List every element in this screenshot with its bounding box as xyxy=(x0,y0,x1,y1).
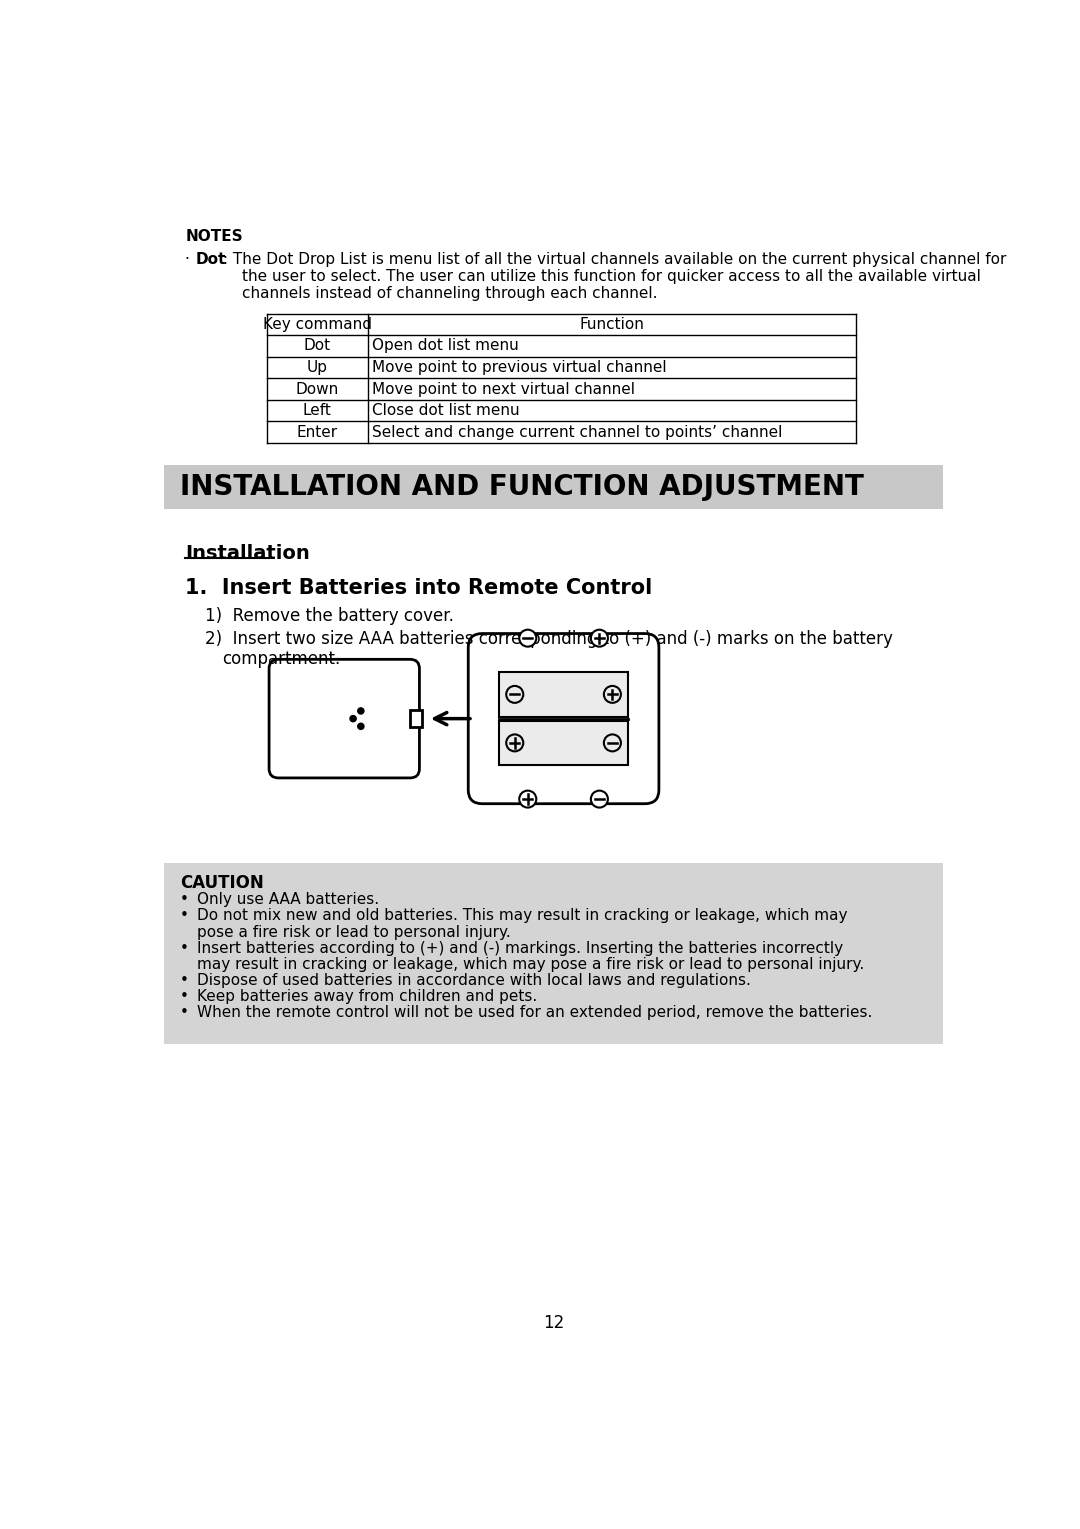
FancyBboxPatch shape xyxy=(469,633,659,804)
Circle shape xyxy=(604,687,621,703)
Text: 2)  Insert two size AAA batteries corresponding to (+) and (-) marks on the batt: 2) Insert two size AAA batteries corresp… xyxy=(205,630,893,648)
Text: Move point to next virtual channel: Move point to next virtual channel xyxy=(373,382,635,396)
Text: the user to select. The user can utilize this function for quicker access to all: the user to select. The user can utilize… xyxy=(242,269,981,284)
Circle shape xyxy=(591,630,608,647)
Text: Open dot list menu: Open dot list menu xyxy=(373,338,518,353)
Bar xyxy=(499,720,627,764)
Bar xyxy=(410,709,422,728)
Text: compartment.: compartment. xyxy=(222,650,341,668)
Text: Do not mix new and old batteries. This may result in cracking or leakage, which : Do not mix new and old batteries. This m… xyxy=(197,908,848,924)
Text: •: • xyxy=(180,940,189,956)
Text: 1)  Remove the battery cover.: 1) Remove the battery cover. xyxy=(205,607,454,625)
Text: Only use AAA batteries.: Only use AAA batteries. xyxy=(197,893,379,907)
Bar xyxy=(499,673,627,717)
Text: Installation: Installation xyxy=(186,544,310,563)
FancyBboxPatch shape xyxy=(269,659,419,778)
Circle shape xyxy=(519,790,537,807)
Circle shape xyxy=(357,723,364,729)
Text: ·: · xyxy=(186,252,195,268)
Text: •: • xyxy=(180,893,189,907)
Circle shape xyxy=(519,630,537,647)
FancyBboxPatch shape xyxy=(164,465,943,509)
Text: •: • xyxy=(180,972,189,988)
Text: 1.  Insert Batteries into Remote Control: 1. Insert Batteries into Remote Control xyxy=(186,578,652,598)
Text: may result in cracking or leakage, which may pose a fire risk or lead to persona: may result in cracking or leakage, which… xyxy=(197,957,864,972)
Circle shape xyxy=(591,790,608,807)
Text: Insert batteries according to (+) and (-) markings. Inserting the batteries inco: Insert batteries according to (+) and (-… xyxy=(197,940,843,956)
Text: Dispose of used batteries in accordance with local laws and regulations.: Dispose of used batteries in accordance … xyxy=(197,972,751,988)
Circle shape xyxy=(604,734,621,751)
Text: CAUTION: CAUTION xyxy=(180,873,264,891)
Text: Enter: Enter xyxy=(297,425,338,440)
Circle shape xyxy=(357,708,364,714)
Text: Close dot list menu: Close dot list menu xyxy=(373,404,519,417)
FancyBboxPatch shape xyxy=(164,862,943,1044)
Text: Up: Up xyxy=(307,359,327,375)
Circle shape xyxy=(507,687,524,703)
Text: Keep batteries away from children and pets.: Keep batteries away from children and pe… xyxy=(197,989,537,1005)
Text: : The Dot Drop List is menu list of all the virtual channels available on the cu: : The Dot Drop List is menu list of all … xyxy=(218,252,1007,268)
Circle shape xyxy=(350,716,356,722)
Text: Select and change current channel to points’ channel: Select and change current channel to poi… xyxy=(373,425,783,440)
Text: Dot: Dot xyxy=(195,252,226,268)
Text: •: • xyxy=(180,989,189,1005)
Text: Function: Function xyxy=(579,317,644,332)
Text: channels instead of channeling through each channel.: channels instead of channeling through e… xyxy=(242,286,658,301)
Text: •: • xyxy=(180,1006,189,1020)
Text: NOTES: NOTES xyxy=(186,229,243,245)
Text: Down: Down xyxy=(296,382,339,396)
Text: Dot: Dot xyxy=(303,338,330,353)
Text: Move point to previous virtual channel: Move point to previous virtual channel xyxy=(373,359,666,375)
Text: INSTALLATION AND FUNCTION ADJUSTMENT: INSTALLATION AND FUNCTION ADJUSTMENT xyxy=(180,472,864,502)
Text: pose a fire risk or lead to personal injury.: pose a fire risk or lead to personal inj… xyxy=(197,925,511,940)
Text: Key command: Key command xyxy=(262,317,372,332)
Text: Left: Left xyxy=(302,404,332,417)
Text: 12: 12 xyxy=(543,1313,564,1332)
Text: When the remote control will not be used for an extended period, remove the batt: When the remote control will not be used… xyxy=(197,1006,873,1020)
Circle shape xyxy=(507,734,524,751)
Text: •: • xyxy=(180,908,189,924)
